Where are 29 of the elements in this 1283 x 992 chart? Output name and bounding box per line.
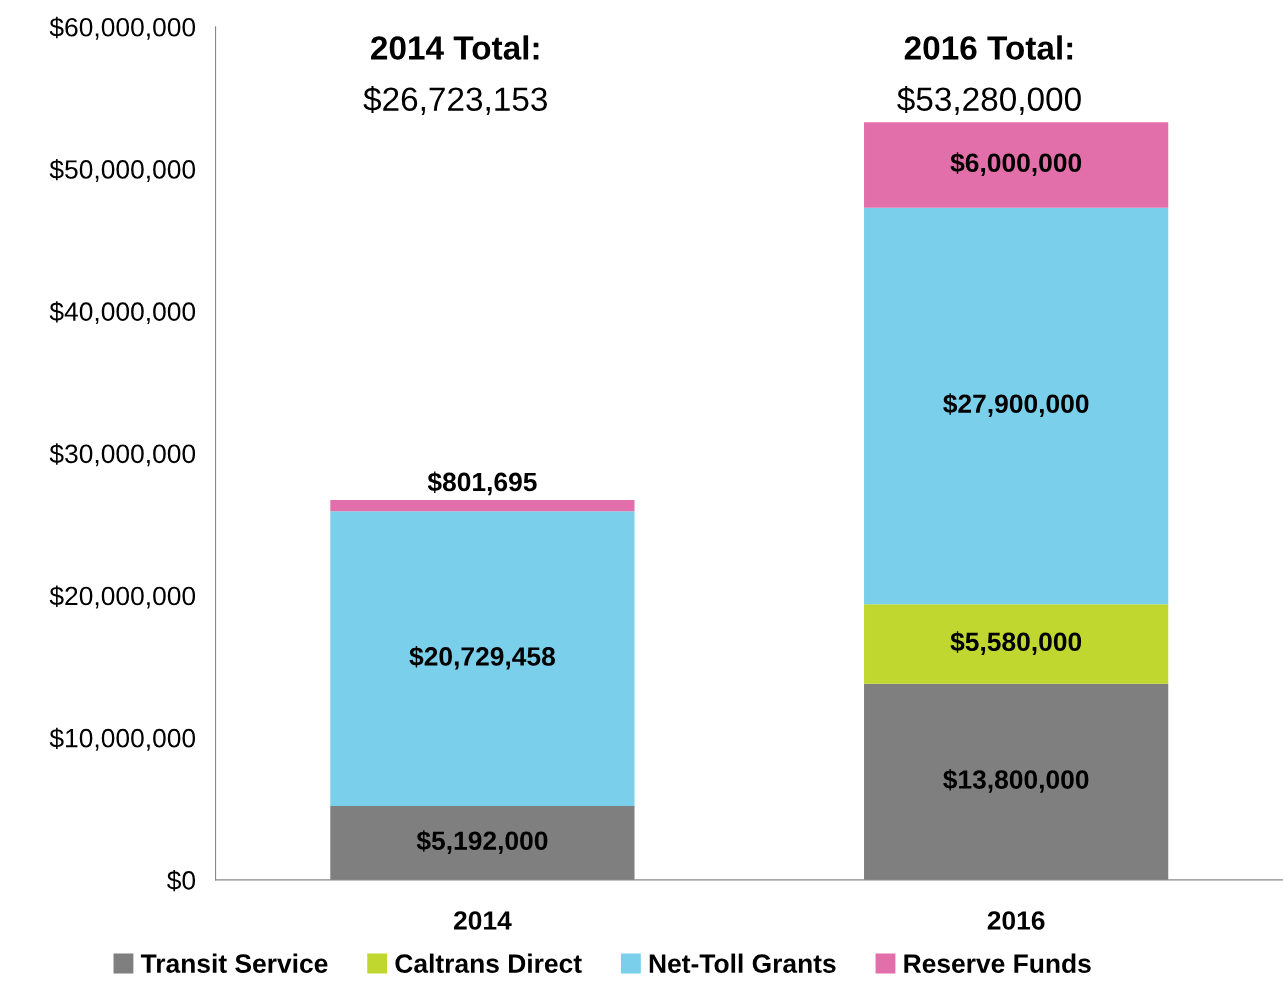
data-label: $5,580,000 xyxy=(950,631,1082,655)
legend-label: Transit Service xyxy=(140,953,328,973)
y-tick-label: $60,000,000 xyxy=(49,16,196,40)
bar xyxy=(864,207,1169,605)
annotation: $26,723,153 xyxy=(363,85,547,115)
data-label: $13,800,000 xyxy=(943,769,1089,793)
legend-label: Net-Toll Grants xyxy=(649,953,836,973)
annotation: $53,280,000 xyxy=(897,85,1081,115)
bar xyxy=(330,499,635,512)
data-label: $5,192,000 xyxy=(416,830,548,854)
y-tick-label: $30,000,000 xyxy=(49,443,196,467)
annotation: 2016 Total: xyxy=(904,35,1073,60)
data-label: $6,000,000 xyxy=(950,152,1082,176)
bar xyxy=(864,604,1169,684)
y-tick-label: $40,000,000 xyxy=(49,301,196,325)
data-label: $801,695 xyxy=(427,471,537,496)
legend-label: Caltrans Direct xyxy=(395,953,582,973)
data-label: $27,900,000 xyxy=(943,393,1089,417)
x-tick-label: 2014 xyxy=(453,911,512,930)
y-tick-label: $50,000,000 xyxy=(49,159,196,182)
y-tick-label: $0 xyxy=(167,869,196,892)
y-tick-label: $20,000,000 xyxy=(49,585,196,609)
data-label: $20,729,458 xyxy=(409,645,555,670)
legend-label: Reserve Funds xyxy=(904,953,1091,973)
x-tick-label: 2016 xyxy=(987,911,1045,930)
bar xyxy=(330,511,635,807)
y-tick-label: $10,000,000 xyxy=(49,727,196,751)
annotation: 2014 Total: xyxy=(371,35,539,60)
bar xyxy=(864,122,1169,208)
